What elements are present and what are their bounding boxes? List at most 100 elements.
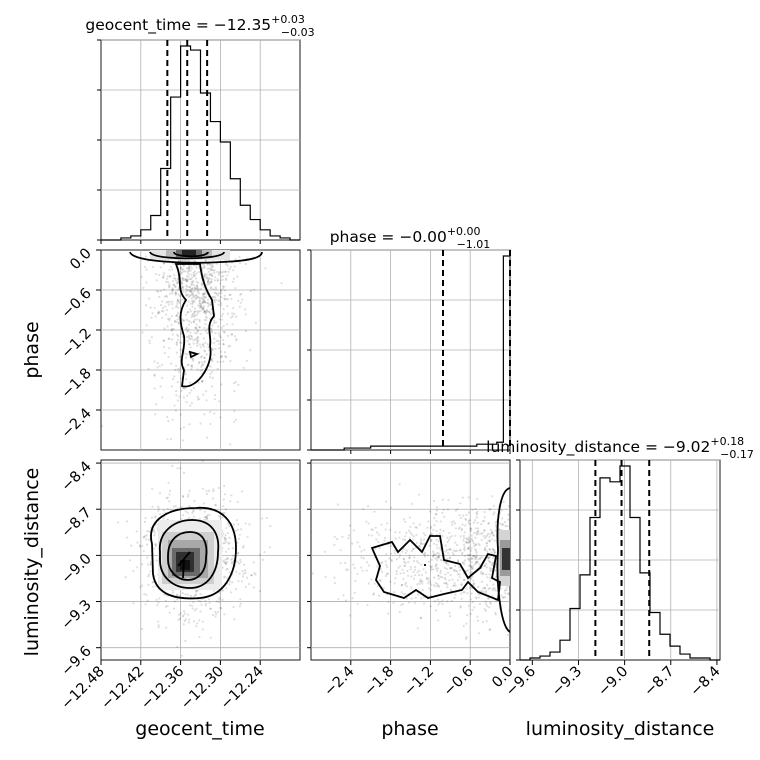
scatter-point [447,498,450,502]
scatter-point [471,508,474,511]
scatter-point [179,266,183,270]
scatter-point [218,596,221,600]
scatter-point [249,289,252,293]
scatter-point [491,589,494,592]
scatter-point [409,525,412,528]
scatter-point [167,481,170,484]
scatter-point [182,514,185,517]
scatter-point [466,547,469,550]
scatter-point [488,587,492,590]
scatter-point [362,508,365,511]
scatter-point [233,618,236,621]
scatter-point [432,542,436,545]
scatter-point [227,270,230,273]
scatter-point [189,338,192,341]
x-tick-label: −0.6 [441,664,477,700]
scatter-point [501,524,504,527]
scatter-point [378,547,381,550]
scatter-point [223,613,226,616]
scatter-point [439,575,442,578]
scatter-point [200,282,203,285]
scatter-point [501,517,504,520]
scatter-point [224,508,227,511]
scatter-point [166,308,169,312]
scatter-point [461,561,464,565]
scatter-point [203,273,206,276]
scatter-point [472,542,475,545]
scatter-point [252,586,255,589]
quantile-lines-luminosity-distance [594,460,651,660]
scatter-point [232,554,235,557]
scatter-point [432,528,435,532]
scatter-point [459,548,462,552]
scatter-point [437,540,440,543]
scatter-point [353,591,356,594]
scatter-point [169,489,172,492]
scatter-point [209,376,212,379]
scatter-point [430,583,433,586]
scatter-point [454,564,457,568]
scatter-point [208,277,211,280]
scatter-point [208,410,212,413]
scatter-point [146,599,149,602]
scatter-point [180,298,184,301]
scatter-point [215,339,218,342]
scatter-point [217,325,220,328]
scatter-point [480,570,483,574]
scatter-point [446,536,449,539]
scatter-point [220,314,224,318]
scatter-point [462,591,465,594]
scatter-point [483,548,486,551]
scatter-point [492,561,495,564]
scatter-point [152,528,155,531]
scatter-point [244,330,247,333]
scatter-point [209,372,212,376]
scatter-point [214,610,217,614]
scatter-point [179,617,182,621]
scatter-point [175,292,178,295]
scatter-point [476,497,479,501]
scatter-point [145,281,148,284]
scatter-point [491,495,494,498]
scatter-point [185,278,188,281]
scatter-point [223,537,226,540]
scatter-point [487,559,490,562]
scatter-point [489,602,492,605]
scatter-point [205,316,208,319]
scatter-point [234,287,237,290]
scatter-point [198,343,201,346]
scatter-point [194,294,197,297]
scatter-point [196,395,199,398]
scatter-point [195,593,198,596]
scatter-point [253,572,256,575]
scatter-point [458,566,461,569]
scatter-point [488,606,491,609]
scatter-point [464,518,467,522]
scatter-point [462,624,465,628]
scatter-point [460,527,464,531]
scatter-point [215,298,218,302]
scatter-point [468,586,472,589]
scatter-point [365,569,368,572]
scatter-point [203,310,207,313]
scatter-point [405,597,408,600]
scatter-point [189,334,193,337]
scatter-point [265,516,268,520]
scatter-point [427,582,430,585]
scatter-point [218,342,221,346]
scatter-point [435,609,438,612]
scatter-point [192,273,196,276]
scatter-point [360,556,363,559]
scatter-point [504,524,507,528]
scatter-point [401,568,404,571]
scatter-point [214,503,217,507]
scatter-point [201,368,204,371]
scatter-point [222,343,225,346]
scatter-point [157,620,160,623]
scatter-point [476,510,479,513]
scatter-point [333,543,336,547]
scatter-point [198,397,201,400]
scatter-point [381,561,384,564]
scatter-point [430,565,434,568]
scatter-point [354,579,357,583]
